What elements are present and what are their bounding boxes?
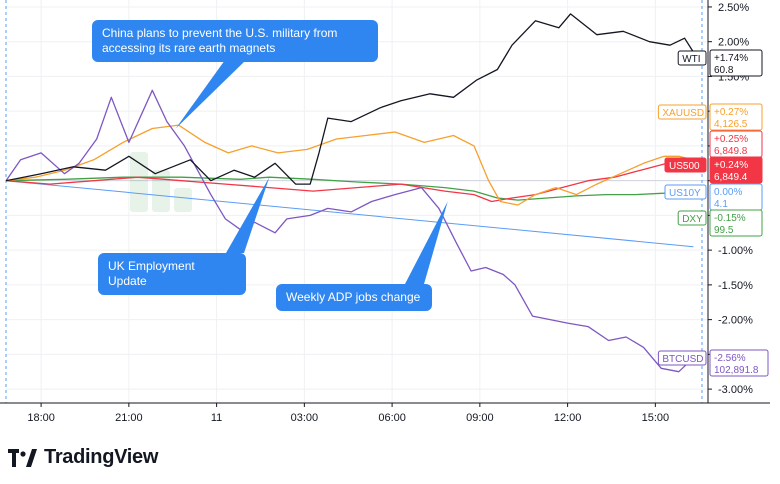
x-tick-label-1: 21:00 xyxy=(115,412,143,424)
x-tick-label-7: 15:00 xyxy=(642,412,670,424)
callout-china-text: China plans to prevent the U.S. military… xyxy=(102,26,338,55)
series-line-xauusd xyxy=(5,124,694,206)
price-tag-last-btcusd: 102,891.8 xyxy=(714,365,759,376)
series-line-us500 xyxy=(5,159,694,203)
callout-china-tail xyxy=(175,60,246,129)
y-tick-label-9: -2.00% xyxy=(718,315,753,327)
price-tag-us500: +0.24%6,849.4 US500 xyxy=(664,156,763,184)
series-line-wti xyxy=(5,13,694,185)
price-tag-us500-prev: +0.25%6,849.8 xyxy=(709,130,763,158)
series-line-us10y xyxy=(5,180,694,248)
tradingview-logo-icon xyxy=(8,448,37,467)
series-name-label-us500: US500 xyxy=(669,161,700,172)
x-tick-label-4: 06:00 xyxy=(378,412,406,424)
callout-adp: Weekly ADP jobs change xyxy=(276,284,432,311)
price-tag-box-dxy xyxy=(709,209,763,237)
price-tag-last-us500: 6,849.4 xyxy=(714,172,748,183)
price-tag-xauusd: +0.27%4,126.5 XAUUSD xyxy=(657,103,763,131)
callout-china: China plans to prevent the U.S. military… xyxy=(92,20,378,62)
tradingview-brand: TradingView xyxy=(8,446,158,469)
price-tag-change-us10y: 0.00% xyxy=(714,187,742,198)
x-tick-label-5: 09:00 xyxy=(466,412,494,424)
y-tick-label-7: -1.00% xyxy=(718,245,753,257)
series-lines xyxy=(5,13,694,373)
callout-uk-employment: UK Employment Update xyxy=(98,253,246,295)
series-name-label-btcusd: BTCUSD xyxy=(662,354,703,365)
y-tick-label-0: 2.50% xyxy=(718,2,749,14)
price-tag-btcusd: -2.56%102,891.8 BTCUSD xyxy=(657,349,769,377)
grid xyxy=(5,0,708,403)
price-tag-change-us500-prev: +0.25% xyxy=(714,134,748,145)
series-name-label-xauusd: XAUUSD xyxy=(662,108,704,119)
y-tick-label-1: 2.00% xyxy=(718,37,749,49)
series-name-box-xauusd xyxy=(657,104,707,120)
series-name-box-btcusd xyxy=(657,350,707,366)
series-name-label-wti: WTI xyxy=(682,54,700,65)
price-tag-change-btcusd: -2.56% xyxy=(714,353,746,364)
watermark-logo xyxy=(130,152,192,212)
y-tick-label-8: -1.50% xyxy=(718,280,753,292)
callout-pointers xyxy=(175,60,448,284)
callout-adp-tail xyxy=(405,201,448,284)
price-tag-box-us500 xyxy=(709,156,763,184)
price-tag-last-us10y: 4.1 xyxy=(714,199,728,210)
price-tag-last-dxy: 99.5 xyxy=(714,225,734,236)
price-tag-change-wti: +1.74% xyxy=(714,53,748,64)
price-tag-box-btcusd xyxy=(709,349,769,377)
price-tag-us10y: 0.00%4.1 US10Y xyxy=(664,183,763,211)
x-tick-label-3: 03:00 xyxy=(291,412,319,424)
tradingview-wordmark: TradingView xyxy=(44,446,159,468)
series-name-box-us500 xyxy=(664,157,707,173)
price-tag-box-xauusd xyxy=(709,103,763,131)
x-tick-label-2: 11 xyxy=(211,412,222,424)
series-line-btcusd xyxy=(5,89,694,373)
y-tick-label-11: -3.00% xyxy=(718,384,753,396)
price-tag-change-xauusd: +0.27% xyxy=(714,107,748,118)
x-tick-label-6: 12:00 xyxy=(554,412,582,424)
series-name-box-us10y xyxy=(664,184,707,200)
price-tag-last-us500-prev: 6,849.8 xyxy=(714,146,748,157)
series-name-box-dxy xyxy=(677,210,707,226)
price-tag-change-dxy: -0.15% xyxy=(714,213,746,224)
price-tag-last-xauusd: 4,126.5 xyxy=(714,119,748,130)
series-name-label-dxy: DXY xyxy=(682,214,703,225)
series-line-dxy xyxy=(5,176,694,201)
price-tags: +1.74%60.8WTI+0.27%4,126.5XAUUSD+0.25%6,… xyxy=(657,49,769,377)
callout-uk-text: UK Employment Update xyxy=(108,259,195,288)
callout-uk-tail xyxy=(226,177,270,253)
callout-adp-text: Weekly ADP jobs change xyxy=(286,290,421,304)
price-tag-wti: +1.74%60.8 WTI xyxy=(677,49,763,77)
x-tick-label-0: 18:00 xyxy=(27,412,55,424)
price-tag-last-wti: 60.8 xyxy=(714,65,734,76)
price-tag-dxy: -0.15%99.5 DXY xyxy=(677,209,763,237)
price-tag-change-us500: +0.24% xyxy=(714,160,748,171)
price-tag-box-wti xyxy=(709,49,763,77)
series-name-label-us10y: US10Y xyxy=(669,188,701,199)
series-name-box-wti xyxy=(677,50,707,66)
